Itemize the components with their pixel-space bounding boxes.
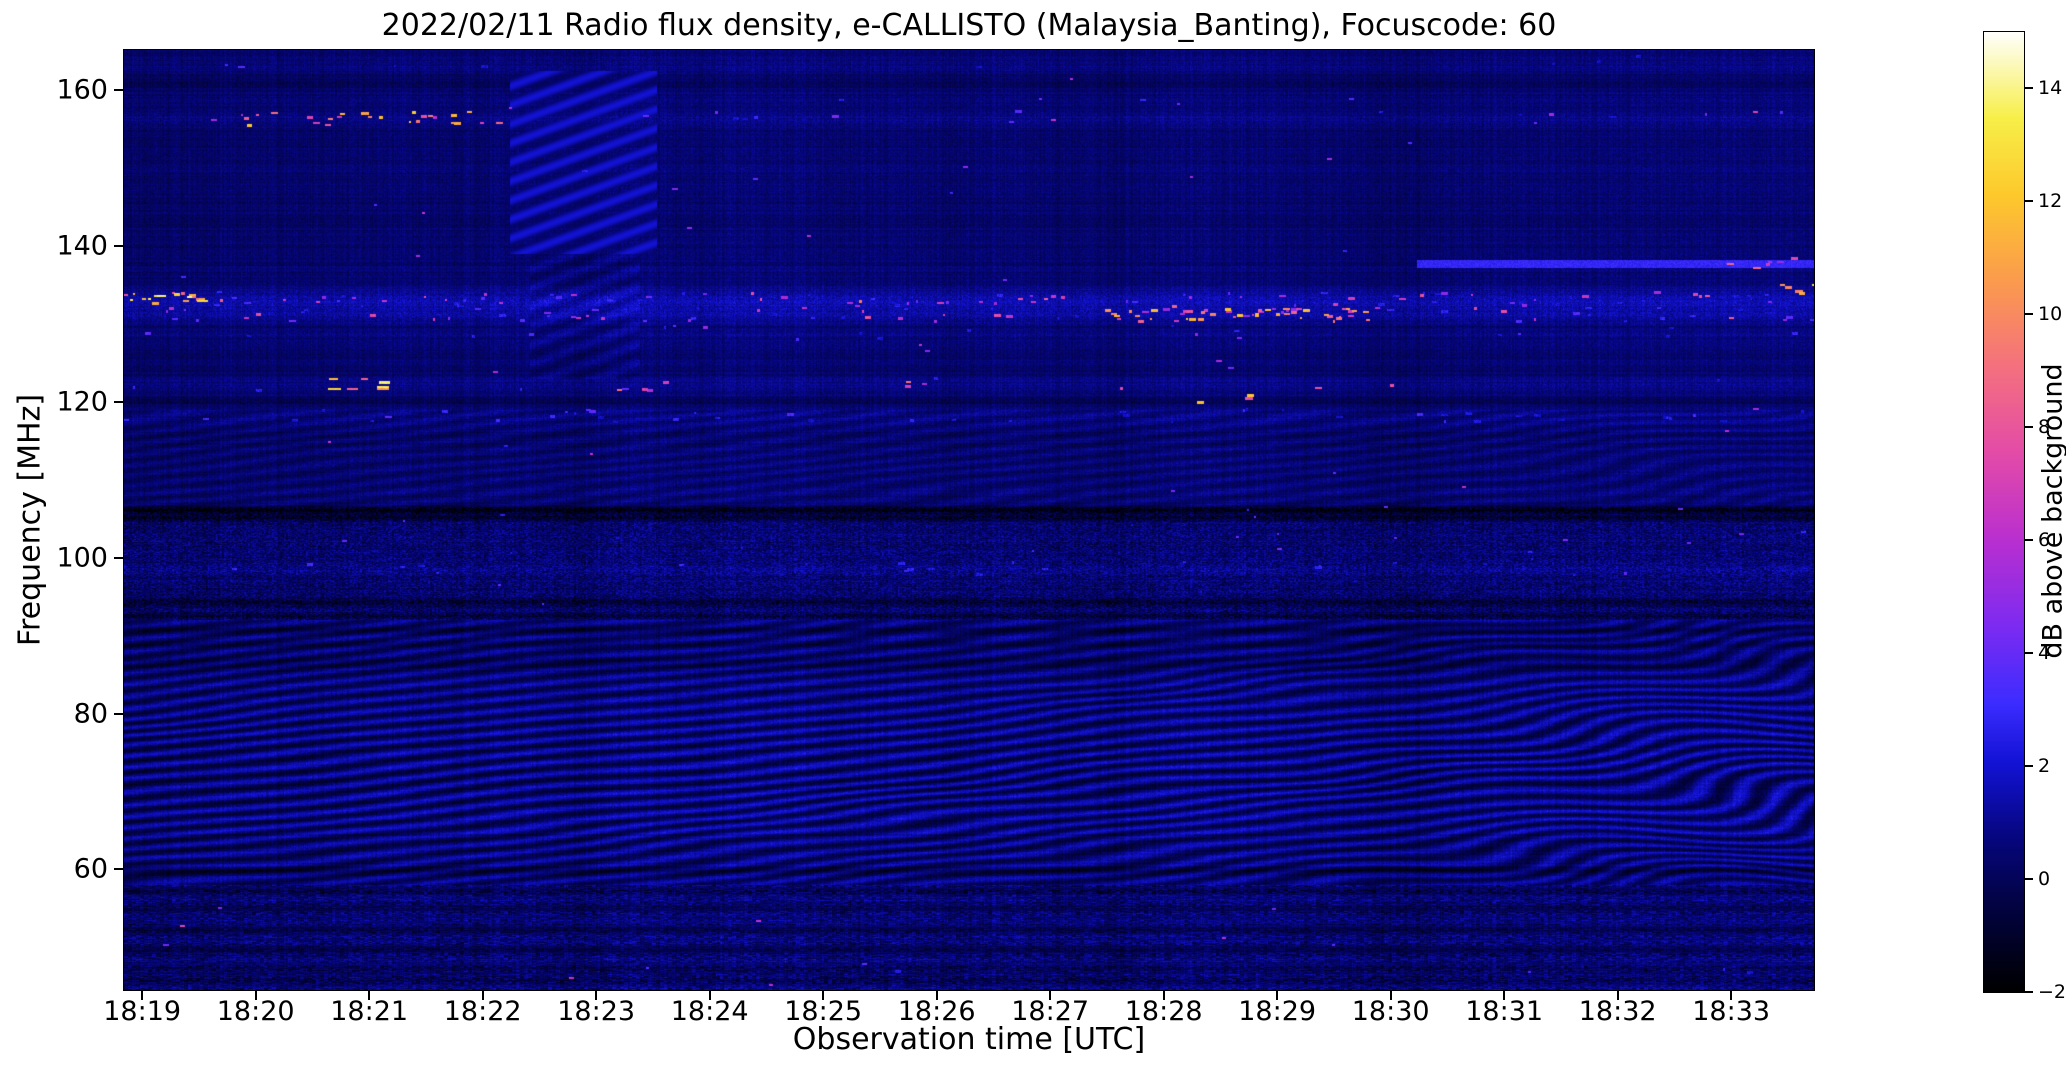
x-tick-mark: [935, 991, 938, 1000]
x-tick-label: 18:31: [1465, 996, 1544, 1027]
colorbar-tick-mark: [2025, 426, 2033, 429]
x-tick-label: 18:30: [1351, 996, 1430, 1027]
colorbar-label: dB above background: [2037, 363, 2066, 659]
x-tick-label: 18:25: [784, 996, 863, 1027]
colorbar-tick-label: 10: [2038, 303, 2063, 326]
colorbar-frame: [1983, 31, 2025, 993]
colorbar-tick-label: 4: [2038, 642, 2051, 665]
x-tick-label: 18:21: [330, 996, 409, 1027]
colorbar-tick-label: 0: [2038, 868, 2051, 891]
y-tick-mark: [114, 556, 123, 559]
x-tick-mark: [141, 991, 144, 1000]
y-tick-mark: [114, 868, 123, 871]
x-tick-label: 18:19: [103, 996, 182, 1027]
y-tick-label: 140: [56, 230, 108, 262]
chart-title: 2022/02/11 Radio flux density, e-CALLIST…: [381, 8, 1557, 43]
y-tick-label: 100: [56, 542, 108, 574]
x-tick-label: 18:20: [216, 996, 295, 1027]
colorbar-tick-mark: [2025, 200, 2033, 203]
x-tick-mark: [1503, 991, 1506, 1000]
x-tick-mark: [1049, 991, 1052, 1000]
x-tick-mark: [1389, 991, 1392, 1000]
x-tick-label: 18:26: [897, 996, 976, 1027]
x-axis-label: Observation time [UTC]: [792, 1022, 1146, 1057]
colorbar-tick-label: 8: [2038, 416, 2051, 439]
y-tick-label: 60: [73, 853, 108, 885]
y-tick-mark: [114, 245, 123, 248]
plot-area-frame: [123, 49, 1815, 991]
y-tick-mark: [114, 712, 123, 715]
colorbar-tick-mark: [2025, 991, 2033, 993]
colorbar-tick-mark: [2025, 313, 2033, 316]
x-tick-mark: [481, 991, 484, 1000]
x-tick-mark: [368, 991, 371, 1000]
colorbar-tick-mark: [2025, 878, 2033, 881]
colorbar-tick-mark: [2025, 539, 2033, 542]
y-tick-label: 160: [56, 74, 108, 106]
x-tick-label: 18:23: [557, 996, 636, 1027]
colorbar-tick-label: 14: [2038, 77, 2063, 100]
x-tick-mark: [1616, 991, 1619, 1000]
x-tick-label: 18:33: [1692, 996, 1771, 1027]
colorbar-tick-label: 2: [2038, 755, 2051, 778]
x-tick-mark: [1162, 991, 1165, 1000]
x-tick-label: 18:27: [1011, 996, 1090, 1027]
colorbar-tick-mark: [2025, 652, 2033, 655]
colorbar-tick-mark: [2025, 765, 2033, 768]
x-tick-mark: [1276, 991, 1279, 1000]
colorbar-gradient: [1984, 32, 2024, 992]
colorbar-tick-label: −2: [2038, 981, 2066, 1003]
y-tick-mark: [114, 89, 123, 92]
y-tick-label: 120: [56, 386, 108, 418]
x-tick-mark: [595, 991, 598, 1000]
x-tick-mark: [254, 991, 257, 1000]
colorbar-tick-mark: [2025, 87, 2033, 90]
y-tick-label: 80: [73, 698, 108, 730]
x-tick-label: 18:24: [670, 996, 749, 1027]
x-tick-label: 18:28: [1124, 996, 1203, 1027]
colorbar-tick-label: 12: [2038, 190, 2063, 213]
colorbar-tick-label: 6: [2038, 529, 2051, 552]
x-tick-mark: [708, 991, 711, 1000]
x-tick-label: 18:22: [443, 996, 522, 1027]
x-tick-label: 18:32: [1578, 996, 1657, 1027]
spectrogram-heatmap: [124, 50, 1814, 990]
x-tick-label: 18:29: [1238, 996, 1317, 1027]
x-tick-mark: [822, 991, 825, 1000]
y-axis-label: Frequency [MHz]: [12, 393, 48, 647]
x-tick-mark: [1730, 991, 1733, 1000]
y-tick-mark: [114, 401, 123, 403]
